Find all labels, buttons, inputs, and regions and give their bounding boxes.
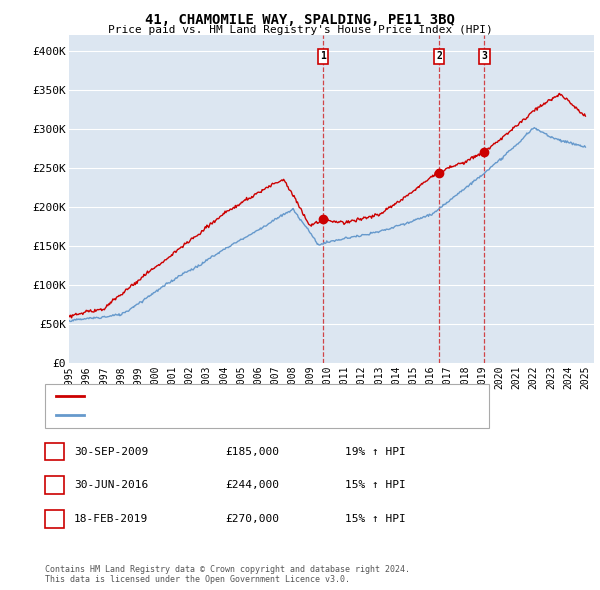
Text: £185,000: £185,000 — [225, 447, 279, 457]
Text: 41, CHAMOMILE WAY, SPALDING, PE11 3BQ (detached house): 41, CHAMOMILE WAY, SPALDING, PE11 3BQ (d… — [91, 391, 429, 401]
Text: Contains HM Land Registry data © Crown copyright and database right 2024.
This d: Contains HM Land Registry data © Crown c… — [45, 565, 410, 584]
Text: Price paid vs. HM Land Registry's House Price Index (HPI): Price paid vs. HM Land Registry's House … — [107, 25, 493, 35]
Text: 1: 1 — [51, 447, 58, 457]
Text: 15% ↑ HPI: 15% ↑ HPI — [345, 480, 406, 490]
Text: 19% ↑ HPI: 19% ↑ HPI — [345, 447, 406, 457]
Text: HPI: Average price, detached house, South Holland: HPI: Average price, detached house, Sout… — [91, 411, 397, 420]
Text: 2: 2 — [436, 51, 442, 61]
Text: 15% ↑ HPI: 15% ↑ HPI — [345, 514, 406, 524]
Text: 18-FEB-2019: 18-FEB-2019 — [74, 514, 148, 524]
Text: £244,000: £244,000 — [225, 480, 279, 490]
Text: 3: 3 — [51, 514, 58, 524]
Text: 41, CHAMOMILE WAY, SPALDING, PE11 3BQ: 41, CHAMOMILE WAY, SPALDING, PE11 3BQ — [145, 13, 455, 27]
Text: £270,000: £270,000 — [225, 514, 279, 524]
Text: 1: 1 — [320, 51, 326, 61]
Text: 3: 3 — [481, 51, 487, 61]
Text: 2: 2 — [51, 480, 58, 490]
Text: 30-JUN-2016: 30-JUN-2016 — [74, 480, 148, 490]
Text: 30-SEP-2009: 30-SEP-2009 — [74, 447, 148, 457]
